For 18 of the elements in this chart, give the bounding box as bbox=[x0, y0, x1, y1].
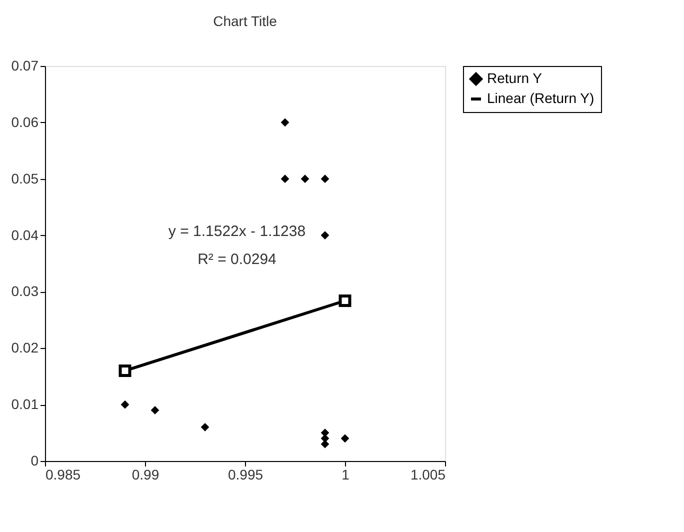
y-tick-label: 0.06 bbox=[11, 114, 39, 130]
x-tick-label: 0.985 bbox=[46, 466, 81, 482]
x-tick-label: 1 bbox=[342, 466, 350, 482]
chart-title: Chart Title bbox=[213, 13, 278, 29]
legend-label: Return Y bbox=[487, 70, 543, 86]
x-tick-label: 0.995 bbox=[228, 466, 264, 482]
legend-label: Linear (Return Y) bbox=[487, 90, 594, 106]
x-tick-label: 0.99 bbox=[132, 466, 160, 482]
y-tick-label: 0.04 bbox=[11, 226, 39, 243]
annotation: y = 1.1522x - 1.1238 bbox=[168, 223, 306, 240]
x-tick-label: 1.005 bbox=[410, 466, 446, 482]
y-tick-label: 0.05 bbox=[11, 170, 39, 186]
y-tick-label: 0.01 bbox=[11, 396, 39, 412]
annotation: R² = 0.0294 bbox=[198, 251, 276, 268]
y-tick-label: 0.03 bbox=[11, 283, 39, 300]
y-tick-label: 0.07 bbox=[11, 58, 39, 74]
y-tick-label: 0 bbox=[30, 452, 39, 468]
y-tick-label: 0.02 bbox=[11, 340, 39, 356]
